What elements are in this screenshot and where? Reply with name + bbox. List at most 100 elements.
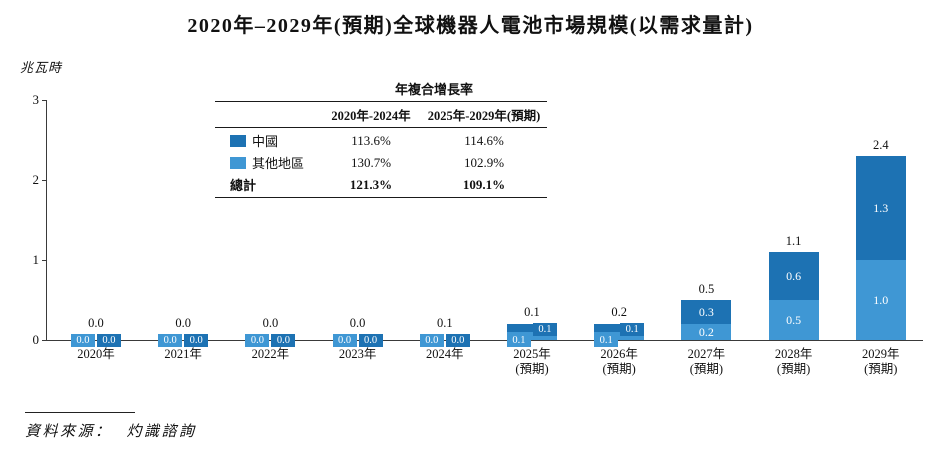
source-value: 灼識諮詢	[126, 424, 197, 440]
bar-slot-2023: 0.0 0.0 0.0 2023年	[314, 100, 401, 361]
x-axis-category-label: 2023年	[314, 347, 401, 362]
total-value-label: 0.0	[175, 316, 191, 330]
bar-slot-2028: 0.5 0.6 1.1 2028年 (預期)	[750, 100, 837, 376]
cagr-table-rule	[215, 127, 547, 128]
others-value-chip: 0.0	[332, 334, 357, 347]
year-text: 2029年	[862, 347, 900, 361]
total-value-label: 1.1	[785, 234, 802, 248]
cagr-header-spacer	[215, 114, 321, 117]
bar-slot-2021: 0.0 0.0 0.0 2021年	[140, 100, 227, 361]
cagr-value-cell: 109.1%	[462, 176, 506, 192]
total-value-label: 0.0	[88, 316, 104, 330]
cagr-value-cell: 102.9%	[463, 154, 505, 170]
china-value-chip: 0.0	[271, 334, 296, 347]
y-axis-tick-mark	[42, 179, 47, 181]
others-value-chip: 0.0	[70, 334, 95, 347]
others-bar-segment: 0.5	[768, 300, 819, 340]
bar-slot-2025: 0.1 0.1 0.1 2025年 (預期)	[488, 100, 575, 376]
y-axis-unit-label: 兆瓦時	[20, 60, 63, 75]
cagr-value-cell: 113.6%	[351, 132, 391, 148]
year-text: 2023年	[338, 347, 377, 361]
total-value-label: 0.1	[524, 305, 540, 319]
china-value-chip: 0.0	[445, 334, 470, 347]
china-bar-segment: 1.3	[855, 156, 906, 260]
china-bar-segment	[594, 324, 645, 332]
y-axis-tick-mark	[42, 99, 47, 101]
forecast-note: (預期)	[776, 362, 811, 376]
x-axis-category-label: 2029年 (預期)	[837, 347, 924, 377]
x-axis-category-label: 2028年 (預期)	[750, 347, 837, 377]
cagr-value-cell: 121.3%	[349, 176, 393, 192]
cagr-col-header: 2025年-2029年(預期)	[427, 109, 541, 123]
total-value-label: 0.0	[349, 316, 366, 330]
cagr-row-label-text: 其他地區	[252, 156, 305, 171]
forecast-note: (預期)	[689, 362, 724, 376]
year-text: 2025年	[513, 347, 551, 361]
x-axis-category-label: 2021年	[140, 347, 227, 362]
cagr-row-label-text: 總計	[230, 178, 257, 193]
y-axis-tick-label: 0	[32, 332, 40, 347]
y-axis-tick-mark	[42, 339, 47, 341]
year-text: 2027年	[687, 347, 726, 361]
total-value-label: 2.4	[872, 138, 889, 152]
total-value-label: 0.0	[262, 316, 279, 330]
bar-slot-2027: 0.2 0.3 0.5 2027年 (預期)	[663, 100, 750, 376]
others-bar-segment	[506, 332, 557, 340]
cagr-row-label: 中國	[215, 130, 321, 152]
forecast-note: (預期)	[515, 362, 549, 376]
total-value-label: 0.2	[611, 305, 627, 319]
bar-slot-2026: 0.1 0.1 0.2 2026年 (預期)	[576, 100, 663, 376]
source-note: 資料來源： 灼識諮詢	[25, 420, 197, 441]
x-axis-category-label: 2025年 (預期)	[488, 347, 575, 377]
china-bar-segment: 0.3	[681, 300, 732, 324]
cagr-row-label: 總計	[215, 174, 321, 196]
others-bar-segment	[594, 332, 645, 340]
china-value-chip: 0.1	[620, 323, 645, 336]
year-text: 2024年	[426, 347, 464, 361]
source-label: 資料來源：	[25, 424, 113, 440]
cagr-table-rule	[215, 101, 547, 102]
bar-slot-2024: 0.0 0.0 0.1 2024年	[401, 100, 488, 361]
forecast-note: (預期)	[864, 362, 898, 376]
year-text: 2028年	[774, 347, 813, 361]
year-text: 2020年	[77, 347, 115, 361]
bar-slot-2020: 0.0 0.0 0.0 2020年	[52, 100, 139, 361]
source-divider-line	[25, 412, 135, 413]
cagr-value-cell: 130.7%	[350, 154, 392, 170]
others-bar-segment: 0.2	[681, 324, 732, 340]
year-text: 2022年	[251, 347, 290, 361]
year-text: 2026年	[600, 347, 638, 361]
others-value-chip: 0.1	[506, 334, 531, 347]
cagr-table-rule	[215, 197, 547, 198]
others-value-chip: 0.0	[245, 334, 270, 347]
china-value-chip: 0.0	[96, 334, 121, 347]
others-value-chip: 0.1	[594, 334, 619, 347]
bar-slot-2029: 1.0 1.3 2.4 2029年 (預期)	[837, 100, 924, 376]
cagr-row-label: 其他地區	[215, 152, 321, 174]
china-bar-segment	[506, 324, 557, 332]
total-value-label: 0.5	[698, 282, 715, 296]
x-axis-category-label: 2027年 (預期)	[663, 347, 750, 377]
x-axis-category-label: 2024年	[401, 347, 488, 362]
china-value-chip: 0.0	[184, 334, 209, 347]
china-bar-segment: 0.6	[768, 252, 819, 300]
cagr-table-grid: 年複合增長率 2020年-2024年 2025年-2029年(預期) 中國 113.6%…	[215, 79, 547, 200]
others-bar-segment: 1.0	[855, 260, 906, 340]
others-legend-swatch	[230, 156, 246, 169]
year-text: 2021年	[164, 347, 202, 361]
forecast-note: (預期)	[602, 362, 636, 376]
y-axis-tick-label: 1	[32, 252, 40, 267]
cagr-col-header: 2020年-2024年	[331, 109, 411, 123]
china-value-chip: 0.0	[358, 334, 383, 347]
others-value-chip: 0.0	[158, 334, 183, 347]
y-axis-tick-label: 2	[32, 172, 40, 187]
x-axis-category-label: 2020年	[52, 347, 139, 362]
others-value-chip: 0.0	[419, 334, 444, 347]
china-legend-swatch	[230, 134, 246, 147]
cagr-row-label-text: 中國	[252, 134, 279, 149]
y-axis-tick-label: 3	[32, 92, 40, 107]
cagr-legend-table: 年複合增長率 2020年-2024年 2025年-2029年(預期) 中國 113.6%…	[215, 79, 547, 200]
x-axis-category-label: 2026年 (預期)	[576, 347, 663, 377]
chart-title: 2020年–2029年(預期)全球機器人電池市場規模(以需求量計)	[187, 15, 754, 37]
